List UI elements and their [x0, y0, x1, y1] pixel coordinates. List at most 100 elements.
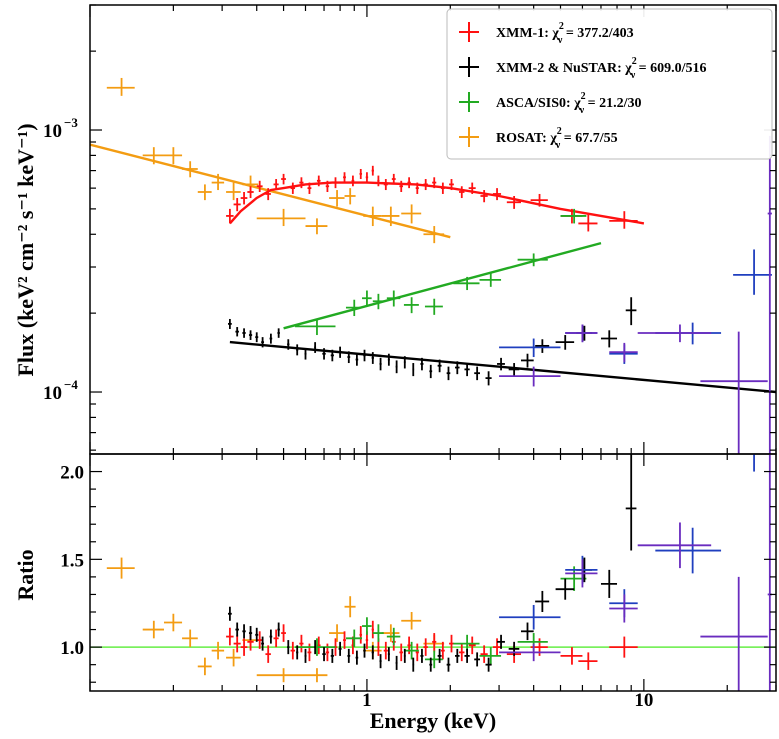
- data-point-rosat: [211, 173, 225, 191]
- data-point-xmm-2-nustar-xmm: [269, 333, 273, 344]
- data-point-xmm-2-nustar-xmm: [248, 330, 253, 340]
- ratio-point-rosat: [305, 668, 328, 683]
- data-point-xmm-2-nustar-xmm: [347, 351, 351, 364]
- data-point-xmm-1: [265, 188, 271, 201]
- ratio-point-rosat: [163, 613, 183, 632]
- ratio-point-xmm-1: [449, 634, 454, 653]
- ratio-point-asca-sis0: [479, 647, 502, 665]
- data-point-xmm-1: [247, 186, 254, 199]
- ratio-point-xmm-2-nustar-xmm: [322, 647, 326, 662]
- ratio-point-xmm-2-nustar-xmm: [242, 624, 246, 639]
- data-point-xmm-2-nustar-nustar-fpmb: [499, 366, 561, 387]
- data-point-xmm-1: [578, 213, 598, 232]
- data-point-asca-sis0: [453, 276, 480, 291]
- data-point-asca-sis0: [403, 297, 419, 314]
- ratio-tick-label: 2.0: [60, 463, 84, 484]
- data-point-xmm-1: [226, 208, 234, 224]
- data-point-xmm-2-nustar-xmm: [363, 349, 366, 362]
- ratio-point-rosat: [142, 620, 164, 639]
- data-point-asca-sis0: [386, 290, 401, 307]
- data-point-rosat: [401, 204, 422, 224]
- data-point-xmm-1: [449, 179, 454, 191]
- ratio-point-xmm-1: [281, 624, 286, 642]
- data-point-xmm-1: [256, 180, 263, 192]
- flux-tick-exponent: −4: [64, 377, 78, 392]
- ratio-point-asca-sis0: [345, 629, 363, 648]
- data-point-xmm-1: [371, 165, 374, 176]
- ratio-point-xmm-2-nustar-xmm: [269, 629, 273, 644]
- ratio-point-xmm-1: [226, 627, 234, 646]
- flux-tick-label: 10: [43, 383, 62, 404]
- ratio-panel: 1 10 1.0 1.5 2.0: [60, 453, 777, 711]
- ratio-point-xmm-2-nustar-xmm: [600, 569, 618, 598]
- ratio-point-xmm-2-nustar-xmm: [338, 641, 342, 656]
- data-point-xmm-2-nustar-xmm: [338, 346, 342, 358]
- data-point-xmm-2-nustar-xmm: [235, 327, 239, 337]
- data-point-rosat: [226, 182, 241, 201]
- data-point-xmm-2-nustar-xmm: [296, 344, 299, 356]
- data-point-xmm-1: [316, 175, 321, 187]
- legend-entry: XMM-1: χ2 ν = 377.2/403: [459, 21, 634, 46]
- ratio-point-xmm-2-nustar-xmm: [330, 648, 334, 663]
- ratio-point-xmm-2-nustar-xmm: [508, 641, 520, 656]
- data-point-asca-sis0: [295, 318, 336, 336]
- ratio-point-xmm-2-nustar-xmm: [455, 648, 460, 663]
- data-point-xmm-1: [440, 182, 445, 194]
- ratio-axis-ticks: 1 10 1.0 1.5 2.0: [60, 454, 777, 711]
- flux-panel: 10−410−3: [43, 4, 777, 455]
- flux-tick-exponent: −3: [64, 115, 78, 130]
- data-point-asca-sis0: [479, 273, 502, 287]
- data-point-rosat: [329, 190, 345, 207]
- data-point-xmm-1: [333, 177, 338, 189]
- ratio-point-rosat: [182, 629, 198, 648]
- ratio-point-rosat: [329, 624, 345, 642]
- data-point-xmm-2-nustar-nustar: [499, 338, 561, 358]
- ratio-point-asca-sis0: [403, 641, 419, 660]
- ratio-point-xmm-2-nustar-nustar: [655, 527, 722, 574]
- ratio-point-xmm-1: [423, 638, 428, 656]
- flux-tick-label: 10: [43, 121, 62, 142]
- data-point-xmm-2-nustar-xmm: [330, 349, 334, 362]
- data-point-xmm-2-nustar-xmm: [429, 364, 433, 379]
- data-point-xmm-2-nustar-xmm: [508, 363, 520, 377]
- data-point-xmm-2-nustar-xmm: [395, 360, 398, 374]
- legend-label: ASCA/SIS0: χ2 ν = 21.2/30: [496, 91, 642, 116]
- data-point-xmm-1: [281, 173, 286, 185]
- data-point-rosat: [182, 161, 198, 178]
- data-point-xmm-1: [423, 179, 428, 191]
- ratio-point-rosat: [106, 557, 135, 579]
- data-point-rosat: [197, 184, 212, 201]
- ratio-point-xmm-2-nustar-xmm: [420, 648, 424, 663]
- ratio-point-xmm-1: [458, 643, 465, 662]
- ratio-point-xmm-2-nustar-xmm: [248, 626, 253, 641]
- data-point-xmm-1: [325, 180, 330, 192]
- ratio-point-xmm-2-nustar-xmm: [387, 647, 390, 662]
- ratio-point-xmm-2-nustar-xmm: [287, 640, 290, 655]
- ratio-point-xmm-2-nustar-xmm: [255, 627, 259, 642]
- ratio-point-xmm-1: [560, 647, 583, 665]
- ratio-point-xmm-2-nustar-xmm: [437, 648, 442, 663]
- ratio-point-xmm-2-nustar-xmm: [235, 622, 239, 637]
- data-point-rosat: [423, 226, 445, 244]
- data-point-xmm-1: [458, 186, 465, 199]
- data-point-xmm-2-nustar-xmm: [412, 363, 415, 377]
- data-point-xmm-1: [365, 172, 369, 183]
- legend: XMM-1: χ2 ν = 377.2/403 XMM-2 & NuSTAR: χ2…: [446, 8, 773, 160]
- data-point-asca-sis0: [345, 299, 363, 317]
- ratio-point-rosat: [197, 657, 212, 676]
- ratio-point-xmm-1: [359, 626, 363, 644]
- data-point-xmm-2-nustar-xmm: [379, 357, 382, 371]
- data-point-xmm-2-nustar-nustar-fpmb: [700, 331, 768, 454]
- data-point-rosat: [344, 188, 356, 205]
- data-point-xmm-2-nustar-xmm: [255, 332, 259, 343]
- data-point-xmm-1: [468, 182, 476, 194]
- ratio-point-xmm-2-nustar-xmm: [277, 622, 280, 637]
- data-point-xmm-2-nustar-xmm: [437, 359, 442, 373]
- data-point-xmm-2-nustar-xmm: [227, 318, 232, 329]
- ratio-point-xmm-2-nustar-xmm: [379, 654, 382, 669]
- ratio-point-xmm-1: [399, 643, 404, 662]
- ratio-tick-label: 1.0: [60, 638, 84, 659]
- ratio-point-asca-sis0: [372, 624, 384, 642]
- ratio-point-xmm-1: [415, 643, 419, 662]
